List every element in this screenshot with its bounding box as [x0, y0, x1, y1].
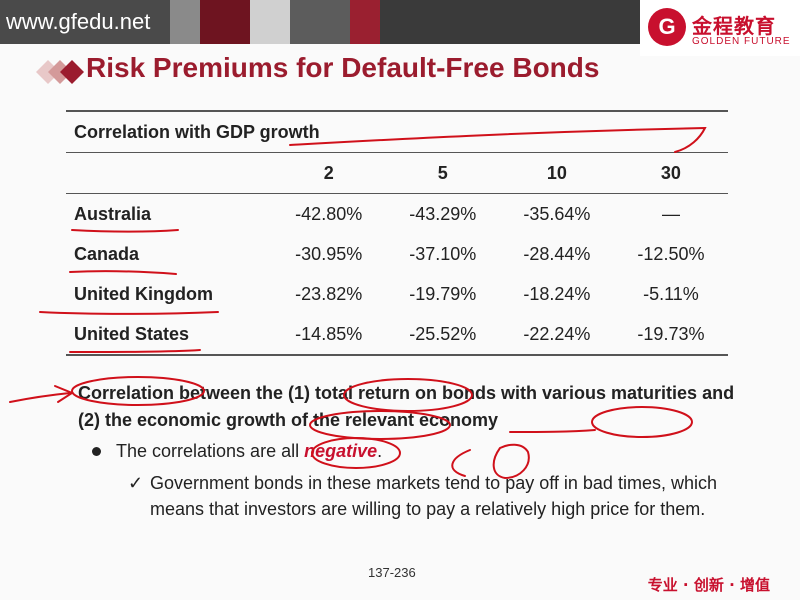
banner-stripe	[170, 0, 200, 44]
row-label: Canada	[74, 243, 140, 264]
column-header: 30	[613, 152, 728, 194]
site-url[interactable]: www.gfedu.net	[6, 9, 151, 34]
banner-stripe	[350, 0, 380, 44]
emphasis-negative: negative	[304, 441, 378, 461]
bullet-detail-text: Government bonds in these markets tend t…	[150, 473, 717, 519]
table-cell: -19.79%	[409, 283, 477, 304]
table-row: United Kingdom -23.82% -19.79% -18.24% -…	[66, 274, 728, 314]
table-row: United States -14.85% -25.52% -22.24% -1…	[66, 314, 728, 356]
banner-stripe	[380, 0, 640, 44]
table-cell: —	[661, 203, 680, 224]
column-header-blank	[66, 152, 272, 194]
check-icon: ✓	[128, 473, 144, 493]
table-caption: Correlation with GDP growth	[66, 110, 728, 153]
column-header: 2	[271, 152, 386, 194]
title-diamond-icon	[36, 60, 84, 84]
row-label: United Kingdom	[74, 283, 213, 304]
logo-text-en: GOLDEN FUTURE	[692, 36, 791, 47]
table-cell: -22.24%	[499, 314, 614, 356]
correlation-table: Correlation with GDP growth 2 5 10 30 Au…	[66, 110, 728, 356]
table-column-headers: 2 5 10 30	[66, 152, 728, 194]
logo-mark-icon: G	[648, 8, 686, 46]
slide-title: Risk Premiums for Default-Free Bonds	[86, 52, 600, 83]
banner-stripe	[250, 0, 290, 44]
logo-text-cn: 金程教育	[692, 14, 776, 38]
bullet-dot-icon	[92, 447, 101, 456]
table-cell: -30.95%	[295, 243, 363, 264]
bullet-list: Correlation between the (1) total return…	[66, 380, 746, 522]
bullet-main: Correlation between the (1) total return…	[78, 383, 735, 430]
table-cell: -28.44%	[523, 243, 591, 264]
row-label: Australia	[74, 203, 152, 224]
table-cell: -12.50%	[637, 243, 705, 264]
table-cell: -14.85%	[271, 314, 386, 356]
bullet-sub-suffix: .	[377, 441, 383, 461]
table-cell: -18.24%	[523, 283, 591, 304]
bullet-sub: The correlations are all negative.	[66, 438, 746, 464]
table-cell: -43.29%	[409, 203, 477, 224]
table-cell: -42.80%	[295, 203, 363, 224]
banner-stripe	[290, 0, 350, 44]
bullet-detail: ✓ Government bonds in these markets tend…	[66, 470, 746, 522]
table-cell: -5.11%	[643, 283, 699, 304]
table-cell: -35.64%	[523, 203, 591, 224]
table-row: Australia -42.80% -43.29% -35.64% —	[66, 194, 728, 235]
banner-stripe	[200, 0, 250, 44]
table-cell: -19.73%	[613, 314, 728, 356]
row-label: United States	[66, 314, 272, 356]
page-number: 137-236	[368, 565, 416, 580]
column-header: 10	[499, 152, 614, 194]
table-cell: -37.10%	[409, 243, 477, 264]
company-logo: G 金程教育 GOLDEN FUTURE	[640, 0, 800, 56]
table-cell: -23.82%	[295, 283, 363, 304]
table-cell: -25.52%	[385, 314, 500, 356]
ink-arrow	[9, 385, 75, 403]
column-header: 5	[385, 152, 500, 194]
table-row: Canada -30.95% -37.10% -28.44% -12.50%	[66, 234, 728, 274]
footer-slogan: 专业 · 创新 · 增值	[647, 576, 770, 594]
bullet-sub-text: The correlations are all	[116, 441, 305, 461]
